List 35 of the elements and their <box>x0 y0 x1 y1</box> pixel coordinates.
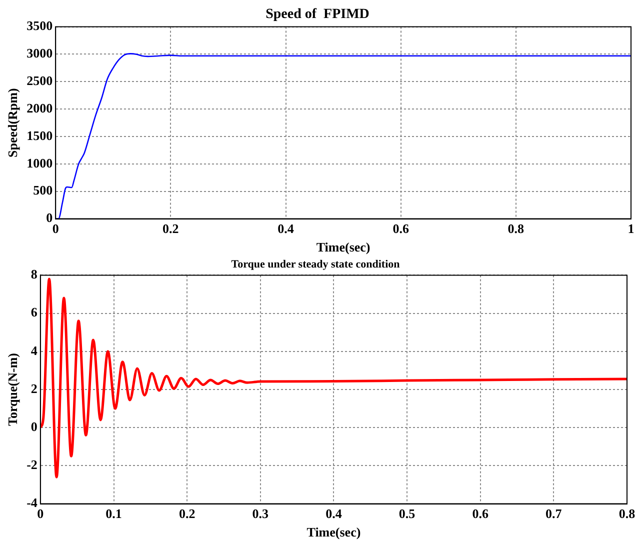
line-series <box>40 278 627 478</box>
x-tick-label: 0.8 <box>618 506 636 521</box>
y-tick-label: 8 <box>30 266 38 282</box>
x-tick-label: 0.1 <box>106 506 122 521</box>
y-tick-label: 0 <box>46 210 53 226</box>
x-tick-label: 0.6 <box>472 506 489 521</box>
y-tick-label: 3000 <box>26 46 53 61</box>
x-tick-label: 0.5 <box>398 506 416 521</box>
x-tick-label: 0.4 <box>278 220 294 236</box>
x-tick-label: 0.6 <box>392 220 410 236</box>
y-tick-label: 2500 <box>26 73 53 88</box>
x-tick-label: 0.2 <box>178 506 196 521</box>
chart-title: Torque under steady state condition <box>231 258 400 270</box>
y-tick-label: -4 <box>26 495 38 510</box>
y-tick-label: 2 <box>30 380 38 396</box>
y-tick-label: 1500 <box>26 128 53 143</box>
x-axis-title: Time(sec) <box>316 240 370 255</box>
y-axis-title: Speed(Rpm) <box>5 88 20 158</box>
y-tick-label: 0 <box>30 418 38 434</box>
x-tick-label: 0.7 <box>546 506 562 521</box>
y-tick-label: 6 <box>30 304 38 320</box>
x-axis-title: Time(sec) <box>306 524 361 540</box>
x-tick-label: 0.8 <box>508 220 525 236</box>
y-tick-label: 500 <box>33 182 53 198</box>
y-tick-label: -2 <box>26 457 38 472</box>
y-tick-label: 3500 <box>26 18 53 34</box>
x-tick-label: 0.4 <box>326 506 342 521</box>
y-tick-label: 2000 <box>26 100 53 116</box>
y-tick-label: 4 <box>30 342 38 358</box>
x-tick-label: 0.3 <box>252 506 270 521</box>
y-axis-title: Torque(N-m) <box>5 353 20 426</box>
chart-title: Speed of FPIMD <box>266 7 370 22</box>
y-tick-label: 1000 <box>26 155 53 170</box>
x-tick-label: 0.2 <box>162 220 179 236</box>
x-tick-label: 1 <box>628 220 634 236</box>
